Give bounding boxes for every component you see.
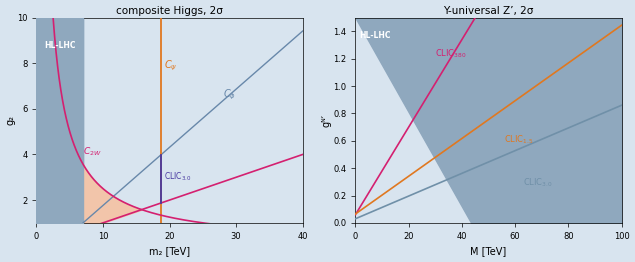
Text: CLIC$_{380}$: CLIC$_{380}$ (435, 47, 467, 59)
Text: HL-LHC: HL-LHC (44, 41, 76, 50)
X-axis label: M [TeV]: M [TeV] (471, 247, 507, 256)
Y-axis label: g₂: g₂ (6, 115, 15, 125)
Text: $C_\psi$: $C_\psi$ (164, 58, 177, 73)
Y-axis label: gᴺ′: gᴺ′ (322, 114, 331, 127)
Text: $C_\phi$: $C_\phi$ (223, 88, 236, 102)
Title: Y-universal Z’, 2σ: Y-universal Z’, 2σ (443, 6, 533, 15)
Text: $C_{2W}$: $C_{2W}$ (83, 145, 102, 158)
X-axis label: m₂ [TeV]: m₂ [TeV] (149, 247, 190, 256)
Text: CLIC$_{3.0}$: CLIC$_{3.0}$ (523, 177, 553, 189)
Text: CLIC$_{3.0}$: CLIC$_{3.0}$ (164, 171, 192, 183)
Text: HL-LHC: HL-LHC (359, 31, 391, 40)
Text: CLIC$_{1.5}$: CLIC$_{1.5}$ (504, 133, 534, 146)
Title: composite Higgs, 2σ: composite Higgs, 2σ (116, 6, 223, 15)
